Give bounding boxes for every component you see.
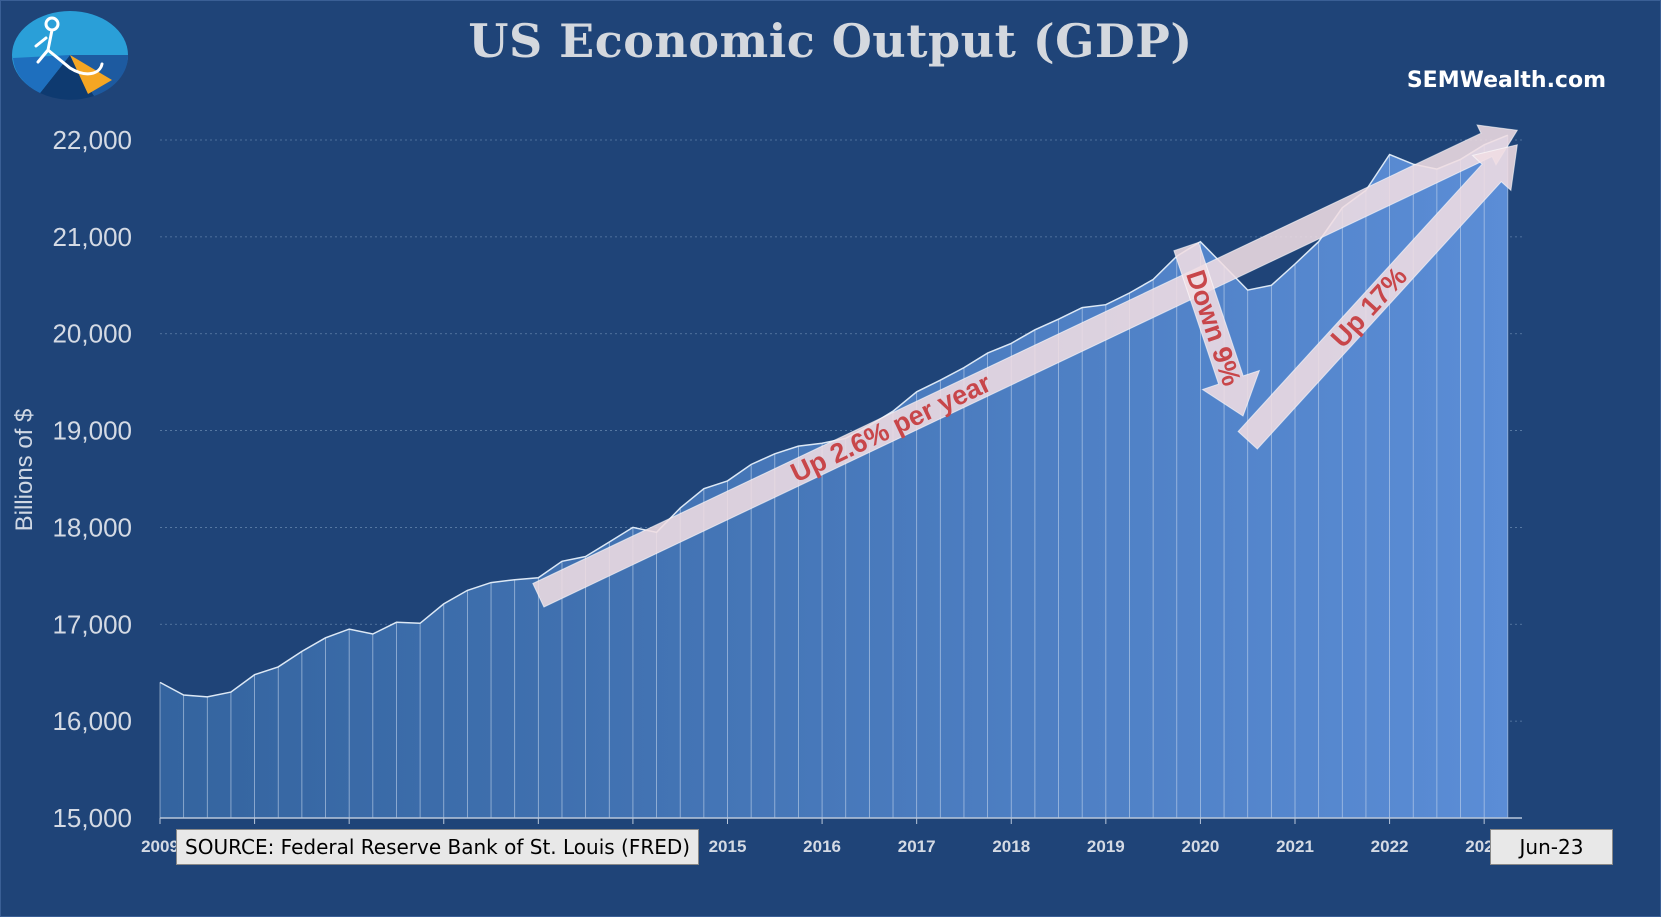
y-tick-label: 19,000 [52,416,132,446]
source-label: SOURCE: Federal Reserve Bank of St. Loui… [176,829,700,865]
arrow-up-17-shape [1237,144,1518,450]
arrow-down-9-shape [1173,241,1261,417]
y-tick-label: 21,000 [52,222,132,252]
y-tick-label: 22,000 [52,125,132,155]
y-tick-label: 15,000 [52,803,132,833]
y-tick-label: 16,000 [52,706,132,736]
site-label: SEMWealth.com [1406,68,1606,93]
chart-title: US Economic Output (GDP) [468,14,1193,68]
x-tick-label: 2015 [709,837,747,856]
x-tick-label: 2018 [992,837,1030,856]
x-tick-label: 2020 [1182,837,1220,856]
x-tick-label: 2016 [803,837,841,856]
x-tick-label: 2017 [898,837,936,856]
y-tick-label: 17,000 [52,609,132,639]
semwealth-logo-icon [12,11,129,100]
x-tick-label: 2019 [1087,837,1125,856]
quarter-droplines [159,135,1509,818]
x-tick-label: 2021 [1276,837,1314,856]
y-tick-label: 18,000 [52,512,132,542]
y-tick-labels: 15,000 16,000 17,000 18,000 19,000 20,000 21,0… [52,125,132,833]
x-tick-label: 2009 [141,837,179,856]
y-axis-label: Billions of $ [11,409,38,532]
as-of-date-label: Jun-23 [1490,829,1613,865]
y-tick-label: 20,000 [52,319,132,349]
x-tick-label: 2022 [1371,837,1409,856]
